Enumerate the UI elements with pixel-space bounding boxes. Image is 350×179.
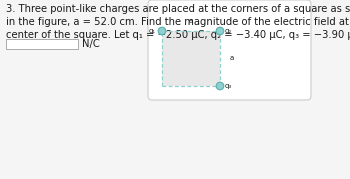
Text: q₁: q₁ [149,28,156,34]
Text: q₂: q₂ [225,28,232,34]
Circle shape [216,27,224,35]
FancyBboxPatch shape [148,0,311,100]
Bar [162,31,220,86]
FancyBboxPatch shape [6,39,78,49]
Text: N/C: N/C [82,39,100,49]
Text: 3. Three point-like charges are placed at the corners of a square as shown: 3. Three point-like charges are placed a… [6,4,350,14]
Text: a: a [189,18,193,24]
Circle shape [158,27,166,35]
Text: q₃: q₃ [225,83,232,89]
Text: a: a [230,55,234,62]
Text: in the figure, a = 52.0 cm. Find the magnitude of the electric field at the: in the figure, a = 52.0 cm. Find the mag… [6,17,350,27]
Circle shape [216,82,224,90]
Text: center of the square. Let q₁ = −2.50 μC, q₂ = −3.40 μC, q₃ = −3.90 μC.: center of the square. Let q₁ = −2.50 μC,… [6,30,350,40]
